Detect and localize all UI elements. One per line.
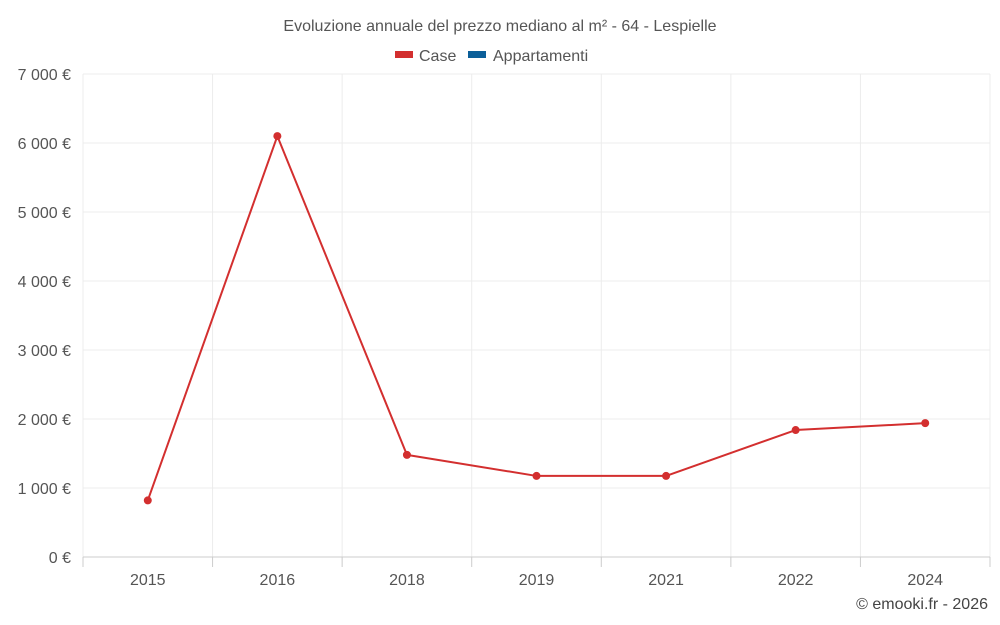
legend-label-case[interactable]: Case <box>419 48 456 65</box>
x-tick-label-2024: 2024 <box>907 572 943 589</box>
credit-text: © emooki.fr - 2026 <box>856 596 988 613</box>
y-tick-label: 0 € <box>49 550 71 567</box>
y-tick-label: 7 000 € <box>18 67 71 84</box>
legend-swatch-case[interactable] <box>395 51 413 58</box>
x-tick-label-2015: 2015 <box>130 572 166 589</box>
data-point-2022[interactable] <box>791 426 800 435</box>
data-point-2024[interactable] <box>921 419 930 428</box>
legend-swatch-appartamenti[interactable] <box>468 51 486 58</box>
data-point-2018[interactable] <box>402 450 411 459</box>
series-layer <box>143 132 930 505</box>
y-tick-label: 1 000 € <box>18 481 71 498</box>
y-axis: 0 € 1 000 € 2 000 € 3 000 € 4 000 € 5 000 € 6 … <box>18 67 71 567</box>
y-tick-label: 2 000 € <box>18 412 71 429</box>
y-tick-label: 4 000 € <box>18 274 71 291</box>
x-tick-label-2021: 2021 <box>648 572 684 589</box>
chart-title: Evoluzione annuale del prezzo mediano al… <box>283 18 716 35</box>
y-tick-label: 3 000 € <box>18 343 71 360</box>
y-tick-label: 5 000 € <box>18 205 71 222</box>
x-tick-label-2019: 2019 <box>519 572 555 589</box>
data-point-2019[interactable] <box>532 471 541 480</box>
grid <box>82 73 991 557</box>
legend-label-appartamenti[interactable]: Appartamenti <box>493 48 588 65</box>
x-tick-label-2018: 2018 <box>389 572 425 589</box>
legend: Case Appartamenti <box>395 48 588 65</box>
y-tick-label: 6 000 € <box>18 136 71 153</box>
x-tick-label-2016: 2016 <box>260 572 296 589</box>
data-point-2016[interactable] <box>273 132 282 141</box>
series-line-case <box>146 135 926 501</box>
data-point-2015[interactable] <box>143 496 152 505</box>
x-axis: 2015 2016 2018 2019 2021 2022 2024 <box>82 556 991 589</box>
x-tick-label-2022: 2022 <box>778 572 814 589</box>
data-point-2021[interactable] <box>662 471 671 480</box>
